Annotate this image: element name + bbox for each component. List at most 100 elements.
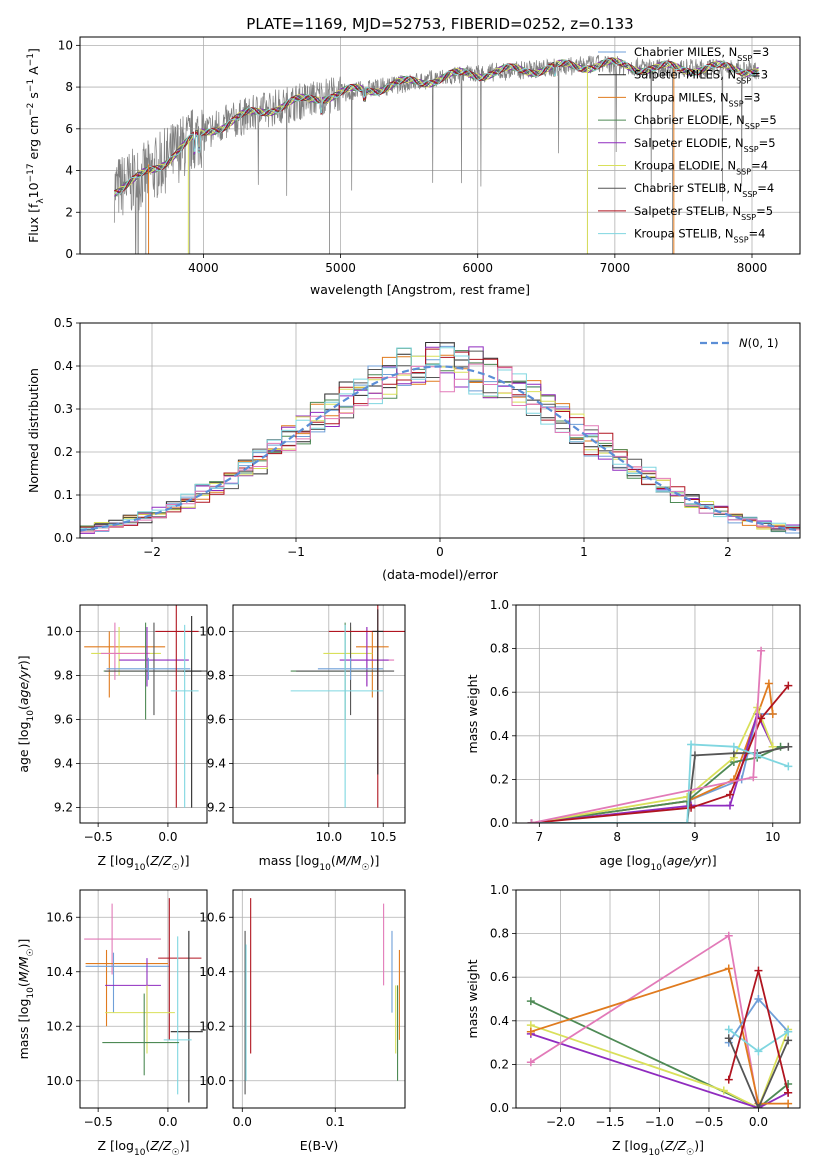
legend-entry: Kroupa STELIB, NSSP=4 xyxy=(634,227,765,245)
x-axis-label: Z [log10(Z/Z☉)] xyxy=(98,853,190,873)
weight-line xyxy=(530,1033,789,1108)
y-tick-label: 0.2 xyxy=(54,445,73,459)
panel-mass-vs-ebv: 0.0 0.1 10.0 10.2 10.4 10.6 E(B-V) xyxy=(199,889,406,1153)
grid-mass-vs-ebv xyxy=(233,890,405,1108)
y-tick-label: 1.0 xyxy=(490,598,509,612)
legend-entry: Salpeter STELIB, NSSP=5 xyxy=(634,204,773,222)
x-axis-label: mass [log10(M/M☉)] xyxy=(259,853,380,873)
x-axis-label: age [log10(age/yr)] xyxy=(599,853,716,873)
y-tick-label: 9.2 xyxy=(207,801,226,815)
x-tick-label: 0.1 xyxy=(326,1115,345,1129)
errorbar-point xyxy=(105,985,175,1054)
plot-area-spectrum xyxy=(113,55,759,254)
y-axis-label: Normed distribution xyxy=(26,368,41,493)
weight-series xyxy=(724,966,793,1097)
x-axis-label: E(B-V) xyxy=(300,1138,339,1153)
model-spectrum xyxy=(114,58,759,195)
errorbar-point xyxy=(372,609,384,775)
plot-area-age-vs-Z xyxy=(84,605,207,808)
weight-marker xyxy=(729,742,738,751)
x-tick-label: 1 xyxy=(580,545,588,559)
model-spectrum xyxy=(114,57,759,193)
x-tick-label: 0.0 xyxy=(158,830,177,844)
x-tick-label: −2.0 xyxy=(546,1115,575,1129)
errorbar-point xyxy=(91,627,161,676)
errorbar-point xyxy=(317,657,384,680)
legend: Chabrier MILES, NSSP=3 Salpeter MILES, NS… xyxy=(598,45,777,244)
y-tick-label: 0.2 xyxy=(490,772,509,786)
weight-marker xyxy=(526,997,535,1006)
legend-entry: Chabrier STELIB, NSSP=4 xyxy=(634,181,774,199)
x-tick-label: −1 xyxy=(287,545,305,559)
weight-marker xyxy=(764,679,773,688)
y-tick-label: 0.3 xyxy=(54,402,73,416)
panel-residuals: −2 −1 0 1 2 0.0 0.1 0.2 0.3 0.4 0.5 (data-model)/er… xyxy=(26,316,801,582)
legend-entry: Salpeter MILES, NSSP=3 xyxy=(634,68,768,86)
y-tick-label: 2 xyxy=(65,205,73,219)
y-tick-label: 0.6 xyxy=(490,685,509,699)
model-spectrum xyxy=(113,57,759,192)
weight-line xyxy=(727,1037,789,1108)
panel-mass-vs-Z: −0.5 0.0 10.0 10.2 10.4 10.6 Z [log10(Z/Z☉)] ma… xyxy=(16,889,208,1158)
weight-series xyxy=(527,681,793,823)
y-tick-label: 10 xyxy=(58,38,73,52)
errorbar-point xyxy=(102,993,180,1076)
x-tick-label: 8000 xyxy=(737,261,768,275)
y-axis-label: mass weight xyxy=(465,674,480,753)
axes-frame xyxy=(79,322,801,539)
legend-entry: N(0, 1) xyxy=(739,336,779,350)
legend-entry: Kroupa ELODIE, NSSP=4 xyxy=(634,159,768,177)
y-tick-label: 10.2 xyxy=(46,1019,73,1033)
weight-line xyxy=(531,650,762,823)
y-tick-label: 9.6 xyxy=(54,713,73,727)
y-tick-label: 0.6 xyxy=(490,970,509,984)
x-tick-label: 10.0 xyxy=(315,830,342,844)
weight-marker xyxy=(527,819,536,823)
grid-mass-vs-Z xyxy=(80,890,207,1108)
weight-marker xyxy=(784,1027,793,1036)
weight-marker xyxy=(757,646,766,655)
errorbar-point xyxy=(170,624,199,808)
x-tick-label: −0.5 xyxy=(84,1115,113,1129)
x-axis-label: Z [log10(Z/Z☉)] xyxy=(98,1138,190,1158)
panel-weight-vs-age: 7 8 9 10 0.0 0.2 0.4 0.6 0.8 1.0 mass weight age [l… xyxy=(465,598,801,873)
model-spectrum xyxy=(113,57,759,195)
weight-line xyxy=(531,743,789,823)
plot-area-age-vs-mass xyxy=(290,605,405,808)
x-tick-label: 2 xyxy=(724,545,732,559)
panel-age-vs-Z: −0.5 0.0 9.2 9.4 9.6 9.8 10.0 Z [log10(Z/Z☉)] ag… xyxy=(16,604,208,873)
x-tick-label: −1.5 xyxy=(595,1115,624,1129)
axes-frame xyxy=(232,604,406,824)
errorbar-point xyxy=(183,616,202,808)
weight-marker xyxy=(768,710,777,718)
errorbar-point xyxy=(339,627,389,687)
legend-entry: Kroupa MILES, NSSP=3 xyxy=(634,90,760,108)
errorbar-point xyxy=(84,631,166,698)
panel-age-vs-mass: 10.0 10.5 9.2 9.4 9.6 9.8 10.0 mass [log10(M/M☉… xyxy=(199,604,406,873)
errorbar-point xyxy=(84,903,161,975)
y-tick-label: 0 xyxy=(65,247,73,261)
y-axis-label: mass [log10(M/M☉)] xyxy=(16,939,36,1060)
y-tick-label: 8 xyxy=(65,80,73,94)
x-tick-label: −0.5 xyxy=(694,1115,723,1129)
plot-area-weight-vs-Z xyxy=(526,931,793,1108)
y-tick-label: 4 xyxy=(65,164,73,178)
weight-marker xyxy=(754,1047,763,1056)
x-tick-label: 7000 xyxy=(600,261,631,275)
y-tick-label: 10.6 xyxy=(199,910,226,924)
weight-marker xyxy=(724,931,733,940)
weight-marker xyxy=(754,1104,763,1108)
errorbar-point xyxy=(85,952,170,1013)
axes-frame xyxy=(515,604,801,824)
y-tick-label: 0.4 xyxy=(490,729,509,743)
weight-marker xyxy=(784,1099,793,1108)
weight-marker xyxy=(776,742,785,751)
weight-marker xyxy=(757,714,766,723)
y-axis-label: age [log10(age/yr)] xyxy=(16,655,36,772)
y-tick-label: 10.6 xyxy=(46,910,73,924)
axes-frame xyxy=(232,889,406,1109)
legend-entry: Chabrier ELODIE, NSSP=5 xyxy=(634,113,777,131)
y-axis-label: mass weight xyxy=(465,959,480,1038)
weight-line xyxy=(530,1000,789,1108)
